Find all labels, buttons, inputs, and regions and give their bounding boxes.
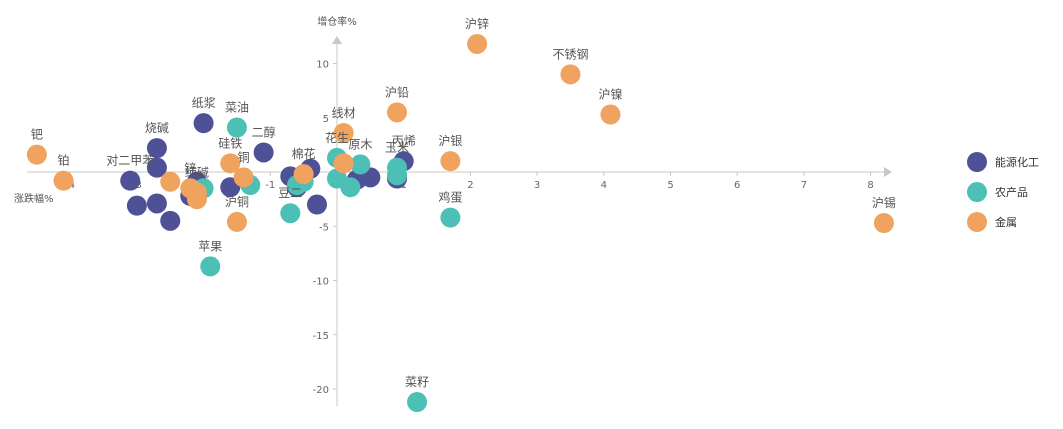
data-point-label: 菜籽 (405, 375, 429, 389)
x-tick-label: 6 (734, 180, 740, 191)
x-tick-label: 5 (667, 180, 673, 191)
data-point-label: 豆二 (278, 186, 302, 200)
data-point-label: 玉米 (385, 141, 409, 155)
data-point-label: 铂 (58, 153, 70, 168)
x-tick-label: 7 (801, 180, 807, 191)
data-point-label: 苹果 (198, 239, 222, 253)
y-axis-label: 增仓率% (317, 15, 357, 28)
data-point-label: 花生 (325, 130, 349, 145)
data-point-label: 沪铜 (225, 194, 249, 209)
data-point-label: 棉花 (292, 146, 316, 161)
data-point-label: 沪银 (438, 134, 462, 148)
data-point[interactable] (200, 256, 221, 277)
data-point[interactable] (160, 210, 181, 231)
data-point[interactable] (333, 153, 354, 174)
y-tick-label: 10 (316, 60, 329, 71)
data-point-label: 锌 (184, 161, 196, 175)
data-point[interactable] (226, 117, 247, 138)
data-point[interactable] (253, 142, 274, 163)
data-point[interactable] (193, 113, 214, 134)
data-point-label: 沪锌 (465, 17, 489, 31)
data-point[interactable] (350, 154, 371, 175)
data-point[interactable] (120, 170, 141, 191)
data-point[interactable] (873, 212, 894, 233)
x-tick-label: 4 (601, 180, 607, 191)
data-point[interactable] (467, 33, 488, 54)
data-point-label: 对二甲苯 (106, 154, 154, 168)
legend-item[interactable]: 金属 (967, 212, 1017, 232)
data-point-label: 丙烯 (392, 134, 416, 148)
data-point-label: 菜油 (225, 101, 249, 115)
data-point-label: 纸浆 (192, 95, 216, 110)
data-point-label: 二醇 (252, 124, 276, 139)
data-point-label: 沪镍 (598, 87, 622, 101)
data-point[interactable] (306, 194, 327, 215)
data-point[interactable] (600, 104, 621, 125)
data-point-label: 纯碱 (185, 166, 209, 180)
legend-marker (967, 212, 987, 232)
y-tick-label: -10 (313, 277, 329, 288)
data-point-label: 原木 (348, 137, 372, 151)
y-axis-arrow (332, 36, 342, 44)
data-point-label: 铜 (238, 149, 250, 164)
legend-marker (967, 182, 987, 202)
data-point[interactable] (26, 144, 47, 165)
x-axis-label: 涨跌幅% (14, 192, 54, 205)
data-point[interactable] (126, 195, 147, 216)
data-point-label: 不锈钢 (552, 47, 588, 61)
x-tick-label: 8 (867, 180, 873, 191)
data-point[interactable] (146, 193, 167, 214)
data-point[interactable] (53, 170, 74, 191)
legend-label: 金属 (995, 215, 1017, 229)
data-point[interactable] (233, 167, 254, 188)
y-tick-label: -5 (319, 222, 329, 233)
data-point[interactable] (387, 102, 408, 123)
data-point-label: 鸡蛋 (438, 190, 462, 205)
legend-item[interactable]: 农产品 (967, 182, 1028, 202)
data-point-label: 钯 (31, 128, 43, 142)
data-point[interactable] (186, 189, 207, 210)
x-tick-label: 3 (534, 180, 540, 191)
data-point[interactable] (560, 64, 581, 85)
legend-marker (967, 152, 987, 172)
data-point[interactable] (226, 211, 247, 232)
data-point-label: 硅铁 (218, 136, 242, 150)
data-point[interactable] (280, 203, 301, 224)
data-point[interactable] (293, 164, 314, 185)
data-point[interactable] (146, 138, 167, 159)
y-tick-label: -20 (313, 385, 329, 396)
y-tick-label: -15 (313, 331, 329, 342)
data-point-label: 烧碱 (145, 121, 169, 135)
data-point[interactable] (440, 151, 461, 172)
data-point-label: 沪铅 (385, 85, 409, 99)
x-axis-arrow (884, 167, 892, 177)
data-point[interactable] (407, 392, 428, 413)
legend-label: 能源化工 (995, 155, 1039, 169)
data-point[interactable] (220, 153, 241, 174)
data-point[interactable] (333, 122, 354, 143)
legend-item[interactable]: 能源化工 (967, 152, 1039, 172)
data-point[interactable] (340, 177, 361, 198)
x-tick-label: -1 (265, 180, 275, 191)
data-point-label: 沪锡 (872, 195, 896, 210)
data-point[interactable] (387, 165, 408, 186)
x-tick-label: 2 (467, 180, 473, 191)
data-point[interactable] (146, 157, 167, 178)
chart-points (26, 33, 894, 413)
data-point[interactable] (440, 207, 461, 228)
legend-label: 农产品 (995, 185, 1028, 199)
data-point[interactable] (160, 171, 181, 192)
data-point-label: 线材 (332, 106, 356, 120)
y-tick-label: 5 (323, 114, 329, 125)
